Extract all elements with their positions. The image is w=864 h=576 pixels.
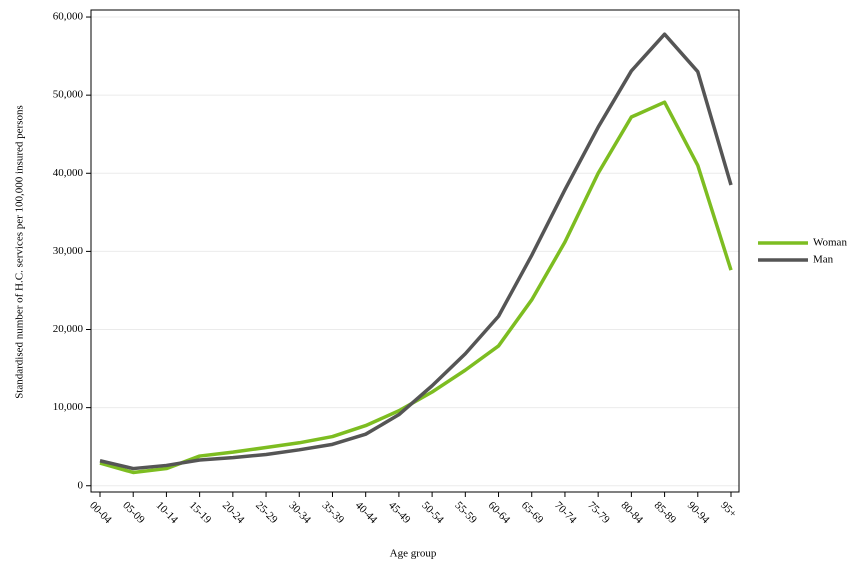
y-axis-label: Standardised number of H.C. services per… (14, 105, 26, 399)
y-tick-label: 10,000 (53, 401, 84, 413)
plot-frame (90, 9, 740, 493)
legend-label: Man (813, 254, 834, 266)
y-tick-label: 20,000 (53, 323, 84, 335)
series-line (99, 32, 733, 471)
y-tick-label: 30,000 (53, 245, 84, 257)
y-tick-label: 60,000 (53, 11, 84, 23)
y-tick-label: 0 (78, 479, 84, 491)
y-tick-label: 50,000 (53, 89, 84, 101)
y-tick-label: 40,000 (53, 167, 84, 179)
legend-label: Woman (813, 237, 847, 249)
x-axis-label: Age group (390, 548, 437, 560)
